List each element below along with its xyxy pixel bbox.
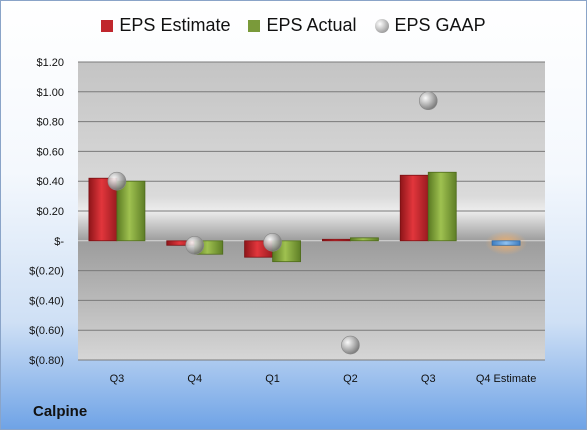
point-eps-gaap [185, 235, 205, 255]
bars-group [88, 91, 528, 355]
x-tick-label: Q2 [343, 373, 358, 385]
company-name: Calpine [33, 403, 88, 420]
bar-q4-estimate [491, 240, 521, 246]
y-tick-label: $1.20 [36, 57, 64, 69]
x-tick-label: Q4 Estimate [476, 373, 537, 385]
legend-label-eps-gaap: EPS GAAP [394, 15, 486, 35]
x-tick-label: Q3 [110, 373, 125, 385]
y-tick-label: $(0.60) [29, 325, 64, 337]
bar-eps-estimate [399, 174, 429, 242]
y-tick-label: $(0.40) [29, 295, 64, 307]
x-axis-labels: Q3 Q4 Q1 Q2 Q3 Q4 Estimate [110, 373, 537, 385]
legend-swatch-eps-actual [248, 19, 261, 32]
bar-eps-actual [116, 180, 146, 242]
y-tick-label: $(0.80) [29, 355, 64, 367]
point-eps-gaap [107, 171, 127, 191]
y-tick-label: $0.60 [36, 146, 64, 158]
y-tick-label: $0.40 [36, 176, 64, 188]
chart-legend: EPS Estimate EPS Actual EPS GAAP [1, 15, 586, 36]
y-tick-label: $1.00 [36, 87, 64, 99]
legend-label-eps-estimate: EPS Estimate [119, 15, 231, 35]
y-tick-label: $0.80 [36, 117, 64, 129]
legend-swatch-eps-gaap [374, 18, 389, 33]
legend-item-eps-gaap: EPS GAAP [374, 15, 486, 36]
y-axis-labels: $1.20 $1.00 $0.80 $0.60 $0.40 $0.20 $- $(0.20) $… [29, 57, 64, 367]
bar-eps-actual [350, 237, 379, 242]
bar-eps-estimate [322, 238, 351, 242]
y-tick-label: $0.20 [36, 206, 64, 218]
grid-lines [78, 61, 545, 361]
x-tick-label: Q1 [265, 373, 280, 385]
point-eps-gaap [263, 232, 282, 252]
x-tick-label: Q3 [421, 373, 436, 385]
y-tick-label: $(0.20) [29, 266, 64, 278]
legend-swatch-eps-estimate [101, 19, 114, 32]
legend-item-eps-estimate: EPS Estimate [101, 15, 230, 36]
bar-eps-actual [427, 171, 457, 242]
y-tick-label: $- [54, 236, 64, 248]
legend-label-eps-actual: EPS Actual [266, 15, 357, 35]
legend-item-eps-actual: EPS Actual [248, 15, 357, 36]
point-eps-gaap [418, 91, 438, 111]
point-eps-gaap [341, 335, 360, 355]
x-tick-label: Q4 [187, 373, 202, 385]
